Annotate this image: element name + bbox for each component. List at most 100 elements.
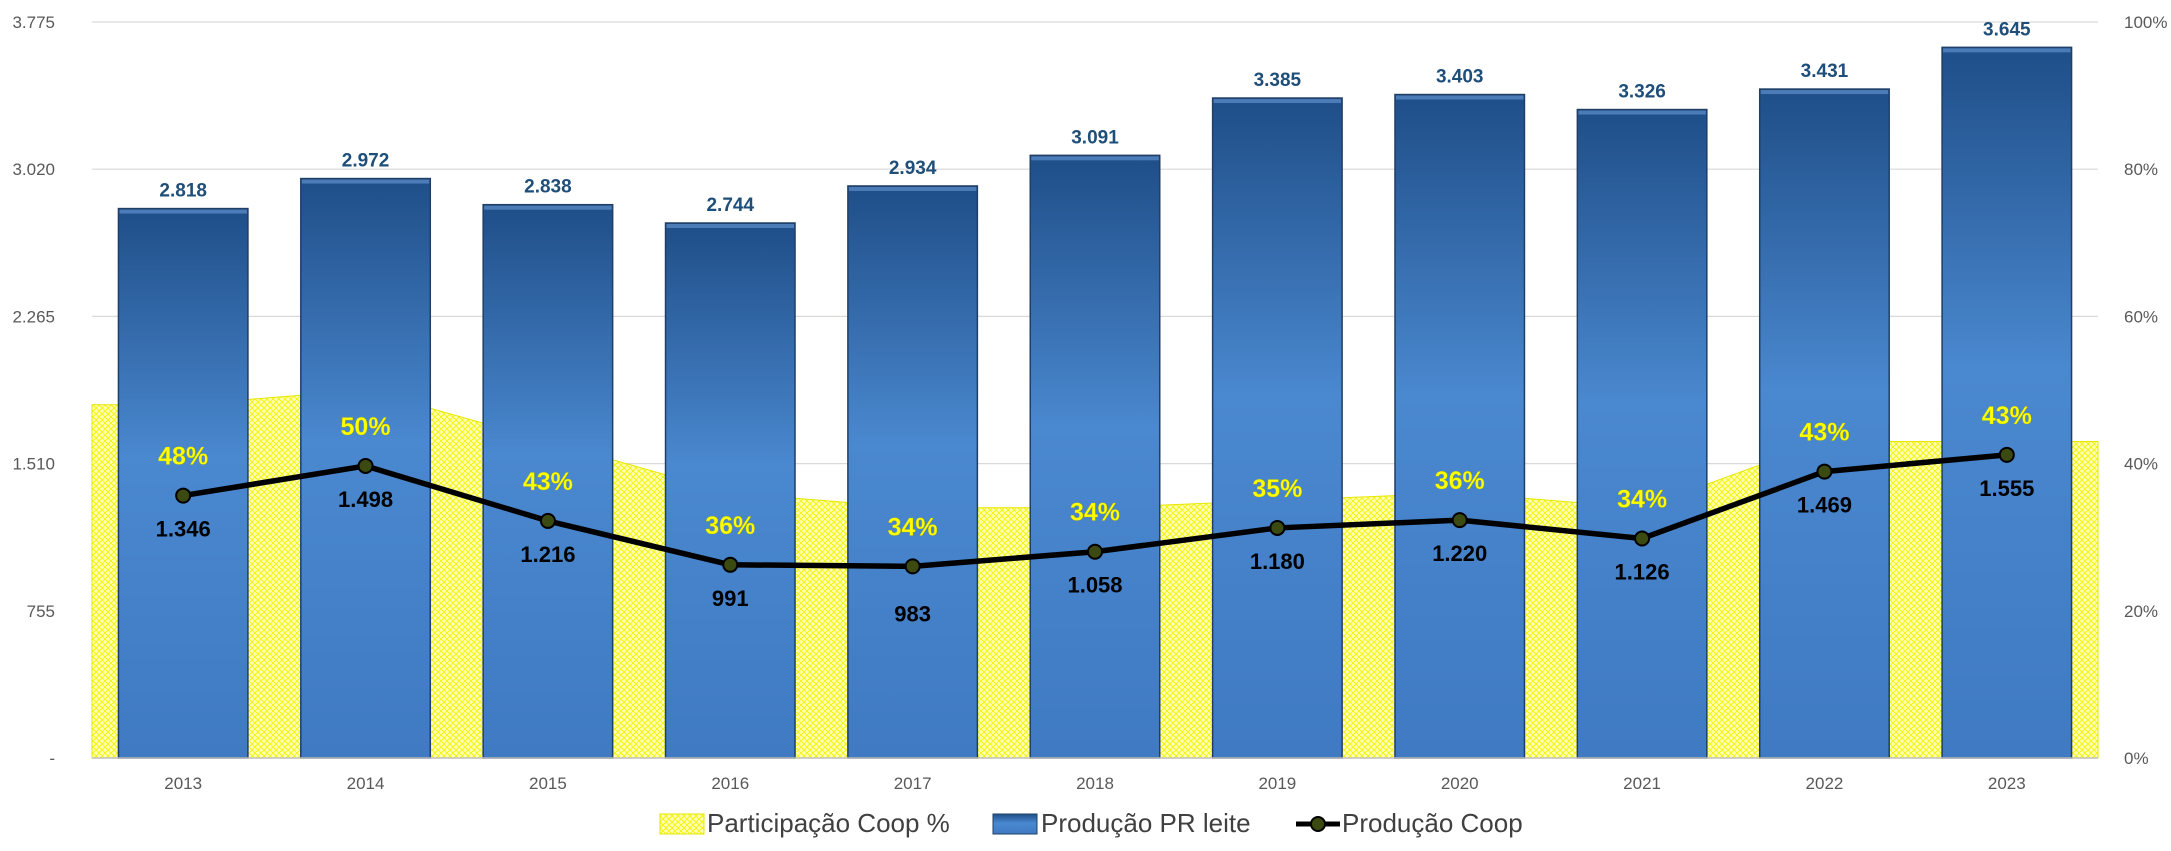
bar-value-label: 3.403 (1436, 67, 1484, 88)
coop-marker (1451, 512, 1468, 529)
participation-label: 43% (1799, 419, 1849, 447)
bar-value-label: 3.645 (1983, 19, 2031, 40)
participation-label: 48% (158, 443, 208, 471)
x-tick-label: 2013 (164, 774, 202, 793)
bar-highlight (484, 205, 612, 210)
participation-label: 35% (1252, 475, 1302, 503)
y-left-tick-label: 2.265 (12, 307, 55, 326)
y-left-tick-label: - (49, 749, 55, 768)
x-tick-label: 2022 (1806, 774, 1844, 793)
coop-line-layer (175, 446, 2015, 575)
y-right-tick-label: 20% (2124, 602, 2158, 621)
legend-swatch-bar (992, 813, 1038, 835)
coop-value-label: 1.469 (1797, 493, 1852, 518)
coop-value-label: 1.216 (520, 542, 575, 567)
coop-marker (1816, 463, 1833, 480)
x-tick-label: 2021 (1623, 774, 1661, 793)
legend-swatch-marker (1310, 816, 1326, 832)
bar-highlight (848, 186, 977, 191)
x-tick-label: 2017 (894, 774, 932, 793)
bar (847, 185, 979, 759)
bar (117, 207, 249, 759)
y-left-tick-label: 3.775 (12, 13, 55, 32)
x-tick-label: 2020 (1441, 774, 1479, 793)
participation-label: 43% (523, 468, 573, 496)
bar-value-label: 2.838 (524, 177, 572, 198)
bar (482, 203, 614, 759)
coop-marker (357, 457, 374, 474)
coop-marker (539, 512, 556, 529)
coop-value-label: 1.346 (156, 517, 211, 542)
coop-marker (175, 487, 192, 504)
bar-value-label: 3.385 (1254, 70, 1302, 91)
x-tick-label: 2018 (1076, 774, 1114, 793)
coop-marker (722, 556, 739, 573)
coop-marker (1269, 519, 1286, 536)
bar-value-label: 3.431 (1801, 61, 1849, 82)
y-right-tick-label: 100% (2124, 13, 2167, 32)
participation-label: 34% (888, 513, 938, 541)
x-tick-label: 2019 (1258, 774, 1296, 793)
coop-value-label: 1.126 (1615, 559, 1670, 584)
bar-highlight (1031, 156, 1159, 161)
legend-swatch-area (659, 813, 705, 835)
bar-value-label: 2.818 (159, 181, 207, 202)
bar (1394, 93, 1526, 759)
y-right-tick-label: 80% (2124, 160, 2158, 179)
legend-label-area: Participação Coop % (707, 808, 950, 838)
y-right-tick-label: 60% (2124, 307, 2158, 326)
y-right-tick-label: 40% (2124, 455, 2158, 474)
y-left-tick-label: 1.510 (12, 455, 55, 474)
coop-marker (904, 558, 921, 575)
participation-label: 34% (1070, 499, 1120, 527)
bar-highlight (1760, 90, 1889, 95)
bar-value-label: 3.091 (1071, 127, 1119, 148)
bar-highlight (1578, 110, 1706, 115)
participation-label: 36% (1435, 467, 1485, 495)
coop-value-label: 1.220 (1432, 541, 1487, 566)
bars-layer (117, 46, 2073, 759)
bar-highlight (1395, 95, 1524, 100)
axes-layer: - 755 1.510 2.265 3.020 3.775 0% 20% 40% 60% 80% 10… (12, 13, 2167, 793)
coop-marker (1634, 530, 1651, 547)
bar (1576, 108, 1708, 759)
x-tick-label: 2016 (711, 774, 749, 793)
coop-value-label: 1.498 (338, 487, 393, 512)
bar-value-label: 2.972 (342, 151, 390, 172)
bar (664, 222, 796, 759)
bar-highlight (666, 224, 795, 229)
x-tick-label: 2014 (347, 774, 385, 793)
bar-value-label: 2.744 (706, 195, 754, 216)
coop-value-label: 1.555 (1979, 476, 2034, 501)
coop-marker (1998, 446, 2015, 463)
bar (1211, 97, 1343, 759)
coop-value-label: 1.058 (1067, 573, 1122, 598)
participation-label: 34% (1617, 485, 1667, 513)
data-labels-layer: 2.818 2.972 2.838 2.744 2.934 3.091 3.385 3.403… (156, 19, 2035, 626)
y-left-tick-label: 755 (27, 602, 55, 621)
coop-marker (1087, 543, 1103, 560)
y-left-tick-label: 3.020 (12, 160, 55, 179)
bar (1758, 88, 1890, 759)
participation-label: 43% (1982, 402, 2032, 430)
bar-highlight (1213, 99, 1342, 104)
coop-value-label: 983 (894, 601, 931, 626)
coop-value-label: 1.180 (1250, 549, 1305, 574)
legend: Participação Coop % Produção PR leite Prod… (659, 808, 1523, 838)
x-tick-label: 2015 (529, 774, 567, 793)
y-right-tick-label: 0% (2124, 749, 2149, 768)
bar-highlight (1943, 48, 2071, 53)
legend-label-line: Produção Coop (1342, 808, 1523, 838)
participation-label: 50% (341, 413, 391, 441)
participation-label: 36% (705, 512, 755, 540)
bar-highlight (119, 209, 247, 214)
legend-label-bar: Produção PR leite (1041, 808, 1251, 838)
bar-value-label: 2.934 (889, 158, 937, 179)
bar-highlight (301, 179, 430, 184)
bar (1029, 154, 1161, 759)
coop-value-label: 991 (712, 586, 749, 611)
x-tick-label: 2023 (1988, 774, 2026, 793)
bar-value-label: 3.326 (1618, 82, 1666, 103)
